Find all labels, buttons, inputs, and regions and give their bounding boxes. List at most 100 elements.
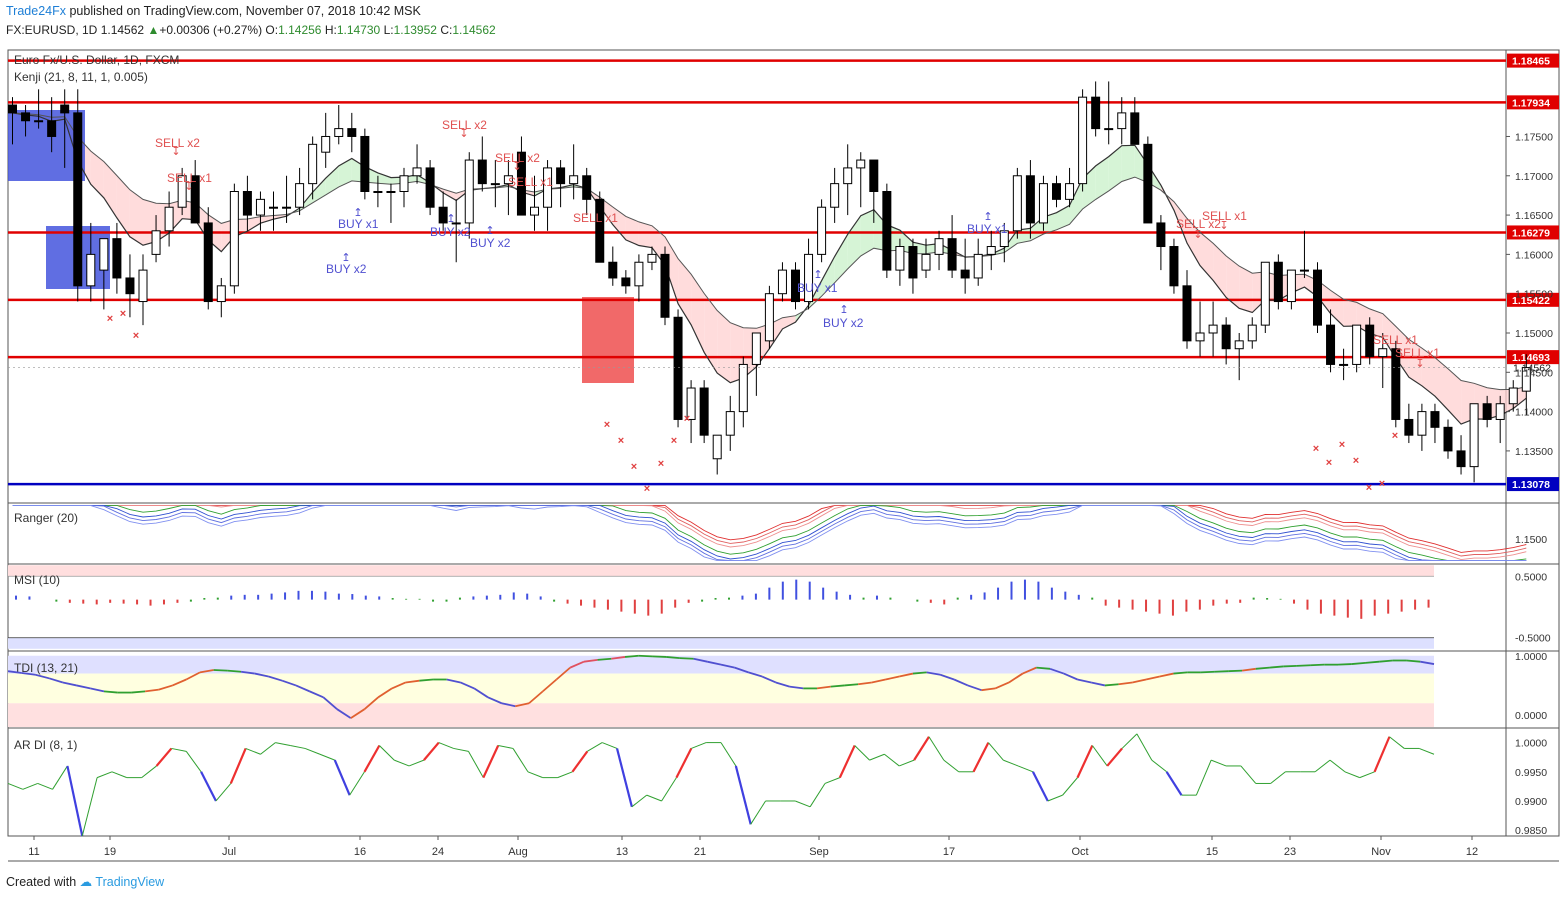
- tdi-line: [295, 684, 311, 693]
- ardi-line: [290, 745, 306, 749]
- x-tick-label: 24: [432, 846, 444, 858]
- tdi-line: [1008, 672, 1024, 684]
- cloud-segment: [338, 158, 352, 187]
- tdi-line: [953, 678, 969, 687]
- candle-body: [321, 135, 331, 153]
- level-label: 1.14693: [1512, 352, 1550, 364]
- tradingview-logo-icon[interactable]: ☁: [79, 875, 93, 889]
- cloud-segment: [1108, 145, 1122, 191]
- candle-body: [1521, 367, 1531, 392]
- candle-body: [934, 238, 944, 255]
- cross-marker-icon: ×: [1339, 439, 1345, 451]
- cross-marker-icon: ×: [120, 308, 126, 320]
- ardi-line: [675, 747, 693, 779]
- ardi-line: [1211, 759, 1227, 767]
- ardi-line: [646, 794, 662, 802]
- x-tick-label: 23: [1284, 846, 1296, 858]
- tdi-line: [185, 671, 201, 681]
- tdi-line: [1091, 681, 1106, 687]
- symbol-header: FX:EURUSD, 1D 1.14562 ▲+0.00306 (+0.27%)…: [6, 23, 496, 37]
- tdi-line: [1200, 670, 1215, 674]
- candle-body: [203, 222, 213, 303]
- cloud-segment: [103, 161, 117, 218]
- low-label: L:: [383, 23, 394, 37]
- y-tick-label: 1.16500: [1515, 210, 1553, 222]
- candle-body: [986, 246, 996, 255]
- tdi-line: [940, 673, 955, 681]
- tdi-line: [926, 671, 941, 676]
- ardi-line: [37, 782, 53, 790]
- ardi-line: [734, 765, 752, 825]
- tdi-line: [816, 685, 831, 690]
- cloud-segment: [1382, 313, 1396, 358]
- ardi-line: [661, 777, 677, 802]
- signal-arrow-icon: ↥: [353, 207, 362, 219]
- candle-body: [908, 246, 918, 279]
- signal-label: BUY x2: [470, 236, 511, 250]
- ardi-line: [1136, 733, 1153, 761]
- ardi-line: [1195, 759, 1212, 796]
- candle-body: [308, 143, 318, 185]
- ardi-line: [171, 747, 187, 752]
- ardi-line: [482, 745, 500, 779]
- tdi-line: [1379, 659, 1393, 663]
- cross-marker-icon: ×: [684, 413, 690, 425]
- candle-body: [1221, 324, 1231, 350]
- signal-label: SELL x1: [1373, 333, 1418, 347]
- signal-arrow-icon: ↧: [1193, 229, 1202, 241]
- signal-arrow-icon: ↥: [983, 211, 992, 223]
- ardi-line: [438, 742, 454, 749]
- tdi-line: [1420, 660, 1435, 665]
- created-with-text: Created with: [6, 875, 77, 889]
- x-tick-label: 21: [694, 846, 706, 858]
- pane-title: Ranger (20): [14, 511, 78, 525]
- signal-label: SELL x1: [573, 211, 618, 225]
- signal-label: SELL x2: [1176, 217, 1221, 231]
- pane-title: AR DI (8, 1): [14, 738, 77, 752]
- tdi-line: [583, 659, 598, 663]
- y-tick-label: 1.16000: [1515, 249, 1553, 261]
- tdi-line: [624, 654, 639, 658]
- tdi-line: [1036, 666, 1051, 670]
- cloud-segment: [1095, 156, 1109, 200]
- candle-body: [490, 183, 500, 186]
- level-tag: [1507, 225, 1559, 240]
- candle-body: [1169, 246, 1179, 287]
- signal-label: SELL x1: [508, 175, 553, 189]
- ardi-line: [22, 782, 38, 790]
- publish-header: Trade24Fx published on TradingView.com, …: [6, 4, 421, 18]
- tdi-line: [1241, 667, 1256, 672]
- publisher-name[interactable]: Trade24Fx: [6, 4, 66, 18]
- candles: [8, 81, 1531, 483]
- plot-frame: [7, 49, 1560, 837]
- cloud-segment: [834, 234, 848, 283]
- candle-body: [817, 206, 827, 255]
- candle-body: [764, 293, 774, 342]
- tradingview-brand[interactable]: TradingView: [95, 875, 165, 889]
- tdi-line: [1310, 663, 1325, 667]
- cross-marker-icon: ×: [631, 461, 637, 473]
- candle-body: [869, 159, 879, 192]
- tdi-line: [7, 670, 22, 674]
- pane-title: TDI (13, 21): [14, 661, 78, 675]
- ardi-line: [750, 800, 766, 825]
- candle-body: [530, 206, 539, 216]
- x-tick-label: 15: [1206, 846, 1218, 858]
- candle-body: [516, 151, 526, 216]
- tdi-line: [1296, 664, 1311, 667]
- ardi-line: [66, 765, 84, 837]
- ardi-line: [423, 741, 440, 761]
- cloud-segment: [704, 293, 718, 374]
- candle-body: [882, 190, 892, 271]
- tdi-line: [679, 657, 694, 660]
- signal-arrow-icon: ↥: [446, 213, 455, 225]
- ardi-line: [943, 759, 959, 773]
- ardi-line: [1240, 765, 1257, 784]
- level-label: 1.18465: [1512, 56, 1550, 68]
- candle-body: [804, 253, 814, 303]
- tdi-line: [227, 669, 242, 673]
- candle-body: [112, 238, 122, 279]
- candle-body: [386, 190, 396, 193]
- tdi-line: [76, 684, 91, 690]
